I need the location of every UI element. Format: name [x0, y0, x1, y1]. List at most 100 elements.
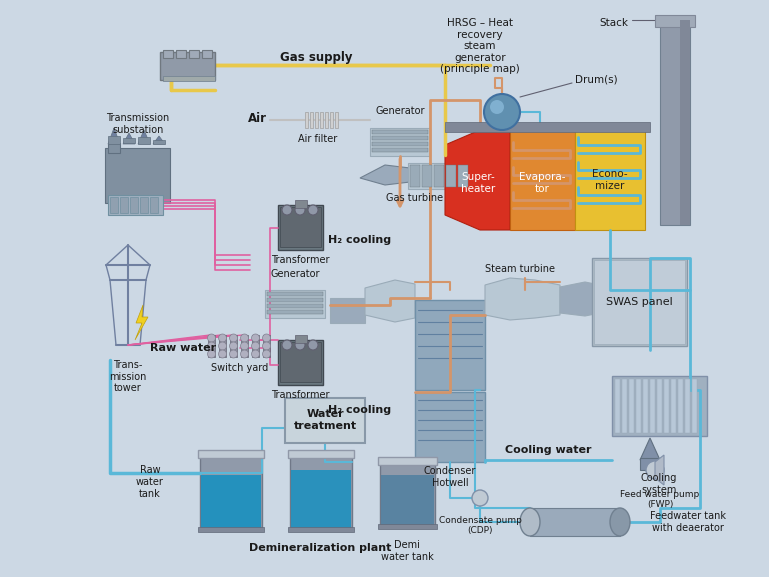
Circle shape [282, 205, 292, 215]
Bar [288, 450, 354, 458]
Bar [330, 298, 365, 323]
Bar [288, 527, 354, 532]
Bar [422, 165, 432, 187]
Bar [219, 335, 226, 357]
Circle shape [208, 342, 215, 350]
Bar [160, 52, 215, 80]
Bar [445, 122, 650, 132]
Bar [380, 462, 435, 527]
Text: Cooling
system: Cooling system [641, 473, 677, 494]
Bar [267, 304, 323, 308]
Bar [650, 379, 655, 433]
Circle shape [295, 205, 305, 215]
Bar [372, 148, 428, 152]
Polygon shape [135, 305, 148, 340]
Polygon shape [445, 130, 510, 230]
Bar [153, 140, 165, 144]
Circle shape [229, 350, 238, 358]
Bar [291, 470, 351, 529]
Bar [622, 379, 627, 433]
Text: Raw water: Raw water [150, 343, 216, 353]
Circle shape [241, 334, 248, 342]
Bar [372, 142, 428, 146]
Text: Cooling water: Cooling water [504, 445, 591, 455]
Bar [315, 112, 318, 128]
Text: Feed water pump
(FWP): Feed water pump (FWP) [621, 490, 700, 509]
Bar [278, 340, 323, 385]
Text: SWAS panel: SWAS panel [606, 297, 672, 307]
Bar [267, 298, 323, 302]
Bar [530, 508, 620, 536]
Circle shape [262, 334, 271, 342]
Circle shape [308, 205, 318, 215]
Bar [105, 148, 170, 203]
Text: Generator: Generator [375, 106, 424, 116]
Bar [320, 112, 323, 128]
Bar [208, 335, 215, 357]
Bar [372, 130, 428, 134]
Bar [280, 342, 321, 382]
Circle shape [484, 94, 520, 130]
Text: Feedwater tank
with deaerator: Feedwater tank with deaerator [650, 511, 726, 533]
Bar [575, 125, 645, 230]
Circle shape [251, 342, 259, 350]
Text: Econo-
mizer: Econo- mizer [592, 169, 628, 191]
Text: Gas turbine: Gas turbine [387, 193, 444, 203]
Text: Demineralization plant: Demineralization plant [249, 543, 391, 553]
Text: Drum(s): Drum(s) [575, 75, 618, 85]
Text: Transmission
substation: Transmission substation [106, 114, 170, 135]
Text: Generator: Generator [270, 269, 320, 279]
Bar [123, 138, 135, 143]
Bar [201, 475, 261, 529]
Bar [410, 165, 420, 187]
Bar [629, 379, 634, 433]
Circle shape [490, 100, 504, 114]
Bar [640, 458, 660, 470]
Bar [592, 258, 687, 346]
Bar [434, 165, 444, 187]
Bar [655, 15, 695, 27]
Polygon shape [655, 455, 664, 485]
Polygon shape [365, 280, 415, 322]
Circle shape [218, 342, 227, 350]
Bar [278, 205, 323, 250]
Bar [150, 197, 158, 213]
Bar [230, 335, 237, 357]
Bar [108, 143, 120, 153]
Bar [163, 50, 173, 58]
Circle shape [282, 340, 292, 350]
Bar [594, 260, 685, 344]
Bar [138, 137, 150, 144]
Bar [108, 136, 120, 144]
Bar [680, 20, 690, 225]
Polygon shape [153, 136, 165, 144]
Circle shape [241, 350, 248, 358]
Bar [664, 379, 669, 433]
Circle shape [646, 461, 664, 479]
Polygon shape [640, 438, 660, 460]
Bar [615, 379, 620, 433]
Bar [189, 50, 199, 58]
Circle shape [229, 342, 238, 350]
Text: Condenser
Hotwell: Condenser Hotwell [424, 466, 476, 488]
Bar [110, 197, 118, 213]
Bar [408, 163, 473, 189]
Bar [267, 292, 323, 296]
Circle shape [472, 490, 488, 506]
Bar [120, 197, 128, 213]
Bar [685, 379, 690, 433]
Bar [372, 136, 428, 140]
Bar [252, 335, 259, 357]
Text: Gas supply: Gas supply [280, 51, 352, 65]
Bar [263, 335, 270, 357]
Circle shape [229, 334, 238, 342]
Bar [671, 379, 676, 433]
Bar [290, 455, 352, 530]
Bar [415, 392, 485, 462]
Text: Evapora-
tor: Evapora- tor [519, 172, 565, 194]
Bar [378, 457, 437, 465]
Polygon shape [560, 282, 600, 316]
Bar [415, 300, 485, 390]
Bar [530, 508, 620, 536]
Circle shape [262, 342, 271, 350]
